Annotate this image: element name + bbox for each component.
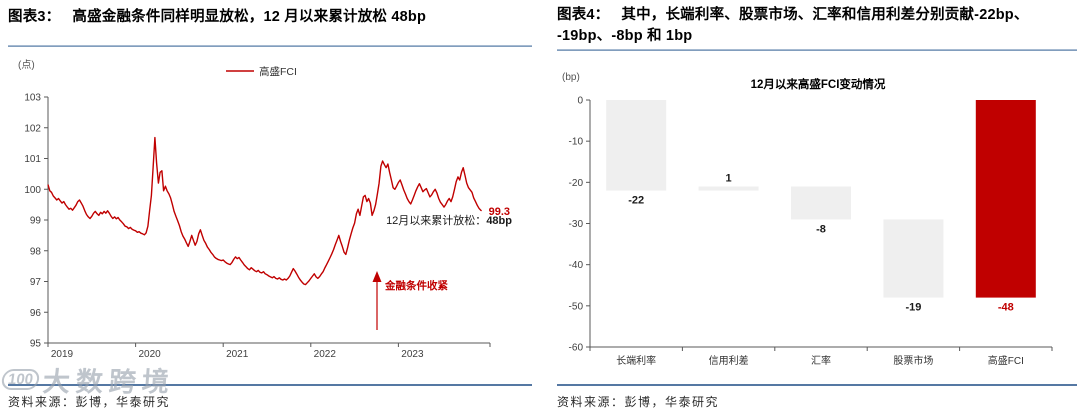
x-category-label: 长端利率 <box>616 354 656 367</box>
legend-label: 高盛FCI <box>259 65 297 78</box>
line-end-value-label: 99.3 <box>489 206 510 218</box>
y-tick-label: 96 <box>30 308 42 319</box>
x-tick-label: 2021 <box>226 349 249 360</box>
waterfall-bar-5 <box>975 100 1036 298</box>
waterfall-bar-4 <box>883 219 944 298</box>
x-tick-label: 2022 <box>314 349 337 360</box>
figure4-title-line2: -19bp、-8bp 和 1bp <box>557 28 693 44</box>
bar-value-label: -48 <box>998 302 1014 314</box>
figure3-title-text: 高盛金融条件同样明显放松，12 月以来累计放松 48bp <box>72 9 427 25</box>
bar-value-label: -19 <box>905 302 921 314</box>
bar-value-label: -8 <box>816 223 826 235</box>
y-tick-label: -60 <box>569 343 584 354</box>
figure3-title-rule <box>8 45 532 47</box>
y-tick-label: 95 <box>30 339 42 350</box>
y-axis-unit-label: (bp) <box>562 72 580 83</box>
y-tick-label: -50 <box>569 301 584 312</box>
y-tick-label: 101 <box>24 154 41 165</box>
figure4-title-line1: 其中，长端利率、股票市场、汇率和信用利差分别贡献-22bp、 <box>621 7 1029 23</box>
y-tick-label: 100 <box>24 185 41 196</box>
x-category-label: 汇率 <box>811 354 831 367</box>
y-tick-label: -40 <box>569 260 584 271</box>
bar-value-label: -22 <box>628 195 644 207</box>
figure4-source: 资料来源：彭博，华泰研究 <box>557 395 720 409</box>
fci-waterfall-chart: (bp) 12月以来高盛FCI变动情况 0 -10 -20 -30 -40 -50 -60 -22… <box>562 72 1053 367</box>
easing-annotation: 12月以来累计放松：48bp <box>386 213 512 227</box>
fci-line-chart: (点) 高盛FCI 103 102 101 100 99 98 97 96 95 2019 2020 20… <box>18 59 512 360</box>
figure3-label: 图表3： <box>8 9 61 25</box>
waterfall-bar-1 <box>606 100 667 191</box>
tightening-arrow-head <box>372 271 382 282</box>
y-tick-label: 102 <box>24 123 41 134</box>
y-tick-label: 0 <box>577 96 583 107</box>
waterfall-bar-3 <box>791 186 851 220</box>
x-category-label: 信用利差 <box>709 354 749 367</box>
y-axis-unit-label: (点) <box>18 59 35 71</box>
tightening-arrow-label: 金融条件收紧 <box>384 279 448 292</box>
bar-value-label: 1 <box>726 173 732 185</box>
x-category-label: 高盛FCI <box>988 354 1024 367</box>
figure3-source: 资料来源：彭博，华泰研究 <box>8 395 171 409</box>
figure3-title: 图表3： 高盛金融条件同样明显放松，12 月以来累计放松 48bp <box>8 7 532 28</box>
waterfall-bar-2 <box>698 186 759 191</box>
figure3-bottom-rule <box>8 384 532 386</box>
x-tick-label: 2020 <box>138 349 161 360</box>
y-tick-label: 98 <box>30 246 42 257</box>
figure4-title-rule <box>557 49 1077 51</box>
figure4-title: 图表4： 其中，长端利率、股票市场、汇率和信用利差分别贡献-22bp、 -19bp… <box>557 5 1075 47</box>
y-tick-label: 103 <box>24 93 41 104</box>
bar-chart-title: 12月以来高盛FCI变动情况 <box>751 77 886 91</box>
y-tick-label: -30 <box>569 219 584 230</box>
y-tick-label: -10 <box>569 137 584 148</box>
y-tick-label: 99 <box>30 216 42 227</box>
y-tick-label: 97 <box>30 277 42 288</box>
figure4-label: 图表4： <box>557 7 610 23</box>
x-tick-label: 2019 <box>51 349 74 360</box>
x-category-label: 股票市场 <box>893 354 933 367</box>
fci-line-series <box>47 136 482 286</box>
figure4-bottom-rule <box>557 384 1077 386</box>
y-tick-label: -20 <box>569 178 584 189</box>
x-tick-label: 2023 <box>401 349 424 360</box>
